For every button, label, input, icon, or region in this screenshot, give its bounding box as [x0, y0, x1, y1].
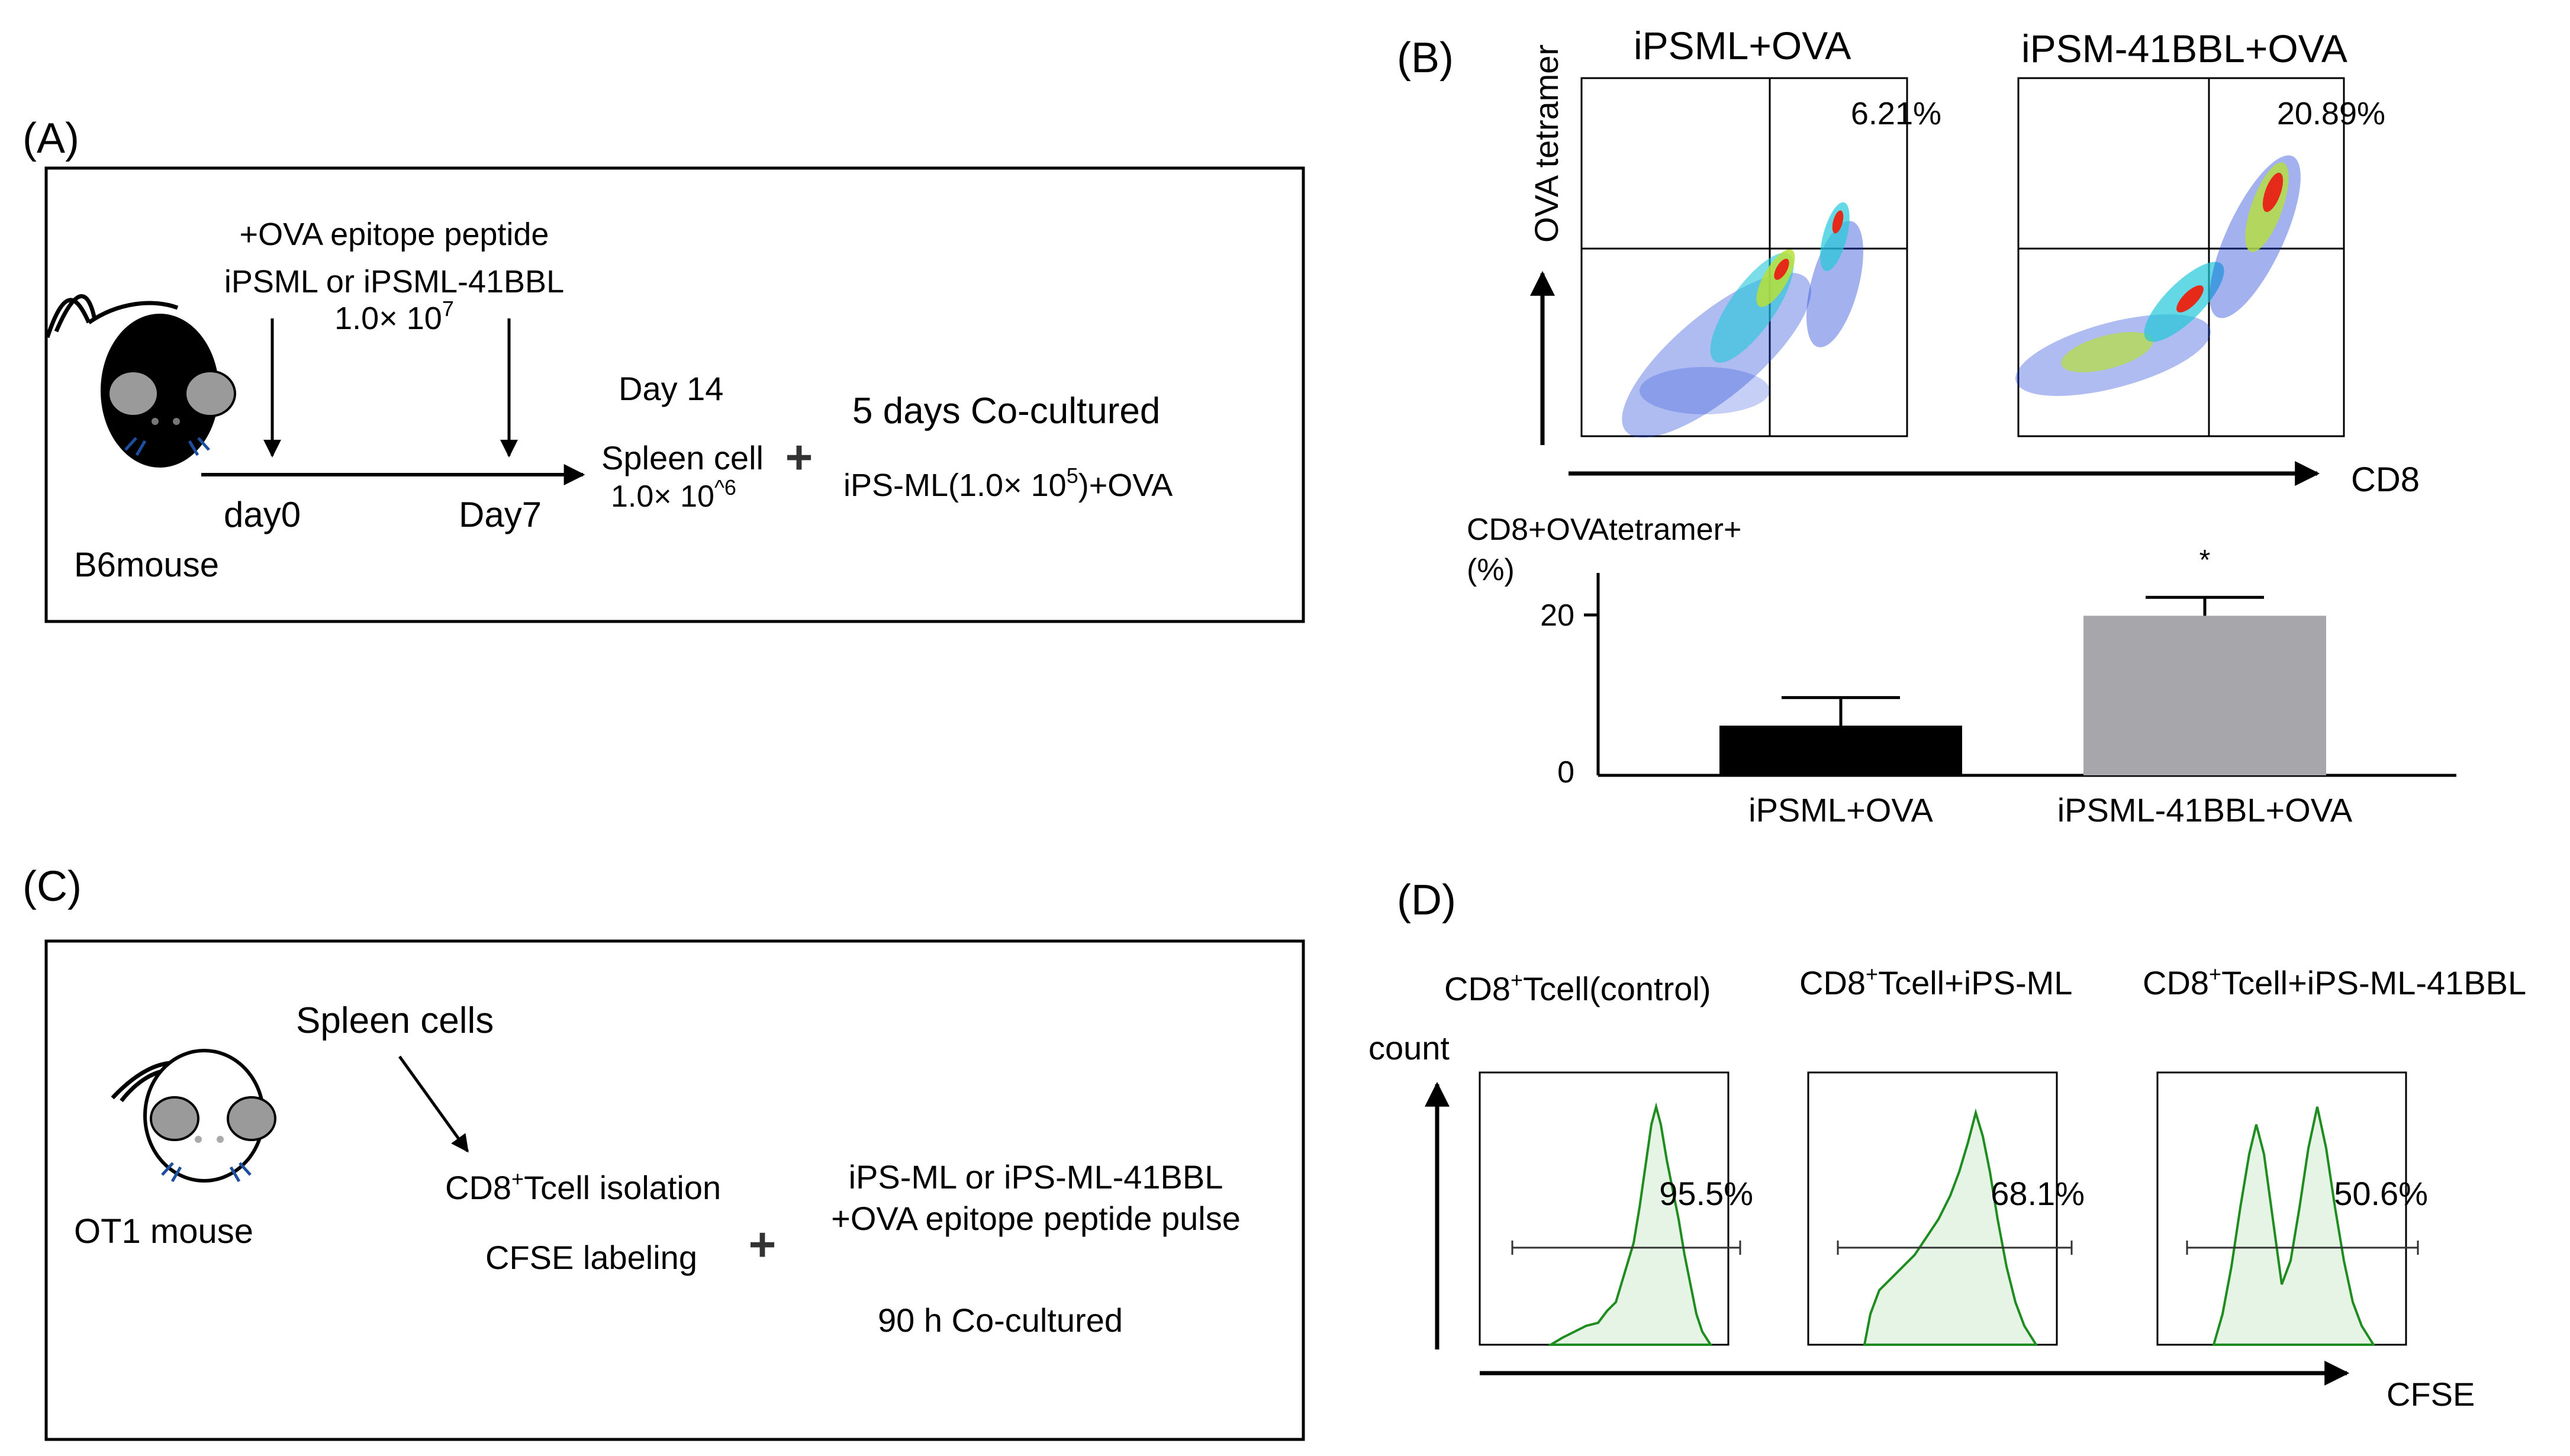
flow-plot-2-density [2015, 155, 2301, 396]
stimulation-label: iPS-ML(1.0× 105)+OVA [843, 463, 1173, 503]
histogram-3-percent: 50.6% [2334, 1175, 2428, 1212]
plus-icon-c: + [749, 1218, 777, 1271]
ot1-mouse-label: OT1 mouse [74, 1212, 253, 1251]
ova-tetramer-axis-label: OVA tetramer [1528, 44, 1565, 243]
tick-label-0: 0 [1557, 755, 1574, 790]
flow-plot-1: 6.21% [1580, 77, 1941, 438]
stimulation-line-1: iPS-ML or iPS-ML-41BBL [849, 1158, 1223, 1196]
spleen-cell-label: Spleen cell [601, 439, 764, 476]
panel-d: (D) CD8+Tcell(control) CD8+Tcell+iPS-ML … [1368, 877, 2526, 1413]
histogram-1: 95.5% [1479, 1071, 1753, 1346]
histogram-2: 68.1% [1807, 1071, 2085, 1346]
significance-asterisk: * [2199, 545, 2211, 576]
spleen-cells-label: Spleen cells [296, 1000, 494, 1041]
plot1-percent: 6.21% [1851, 96, 1941, 131]
histogram-3: 50.6% [2156, 1071, 2428, 1346]
day14-label: Day 14 [619, 370, 723, 407]
day0-label: day0 [224, 495, 301, 534]
panel-a-label: (A) [22, 115, 79, 162]
bar-ylabel-2: (%) [1467, 553, 1515, 587]
panel-b-label: (B) [1397, 34, 1454, 82]
coculture-label: 5 days Co-cultured [852, 391, 1160, 431]
plot1-title: iPSML+OVA [1634, 24, 1851, 67]
bar-category-label-2: iPSML-41BBL+OVA [2057, 791, 2353, 829]
count-axis-label: count [1368, 1029, 1450, 1067]
b6-mouse-label: B6mouse [74, 546, 219, 584]
histogram-1-curve [1546, 1102, 1713, 1346]
plot2-title: iPSM-41BBL+OVA [2021, 27, 2347, 70]
cfse-axis-label: CFSE [2387, 1376, 2475, 1413]
spleen-dose: 1.0× 10^6 [611, 475, 736, 514]
cfse-labeling-label: CFSE labeling [485, 1239, 697, 1276]
ot1-mouse-icon [111, 1049, 276, 1183]
panel-c-frame [44, 939, 1305, 1441]
flow-plot-1-frame [1580, 77, 1908, 437]
cd8-axis-label: CD8 [2351, 460, 2420, 499]
histogram-3-curve [2212, 1106, 2376, 1346]
flow-plot-1-density [1622, 202, 1863, 438]
hist1-title: CD8+Tcell(control) [1444, 968, 1711, 1007]
histogram-2-curve [1863, 1108, 2038, 1346]
panel-a: (A) +OVA epitope peptide iPSML or iPSML-… [22, 115, 1305, 623]
flow-plot-2-frame [2017, 77, 2345, 437]
hist2-title: CD8+Tcell+iPS-ML [1799, 962, 2072, 1001]
plus-icon: + [785, 431, 813, 484]
peptide-label: +OVA epitope peptide [240, 217, 549, 252]
bar-2 [2083, 616, 2326, 775]
bar-chart: CD8+OVAtetramer+ (%) 20 0 * iPSML+OVA iP… [1467, 513, 2456, 829]
stimulation-line-2: +OVA epitope peptide pulse [831, 1200, 1241, 1237]
bar-1 [1719, 725, 1962, 775]
bar-category-label-1: iPSML+OVA [1748, 791, 1933, 829]
injected-cells-label: iPSML or iPSML-41BBL [224, 264, 564, 299]
tick-label-20: 20 [1540, 598, 1574, 633]
hist3-title: CD8+Tcell+iPS-ML-41BBL [2143, 962, 2526, 1001]
flow-plot-2: 20.89% [2015, 77, 2385, 437]
coculture-90h-label: 90 h Co-cultured [878, 1302, 1123, 1339]
bar-ylabel-1: CD8+OVAtetramer+ [1467, 513, 1741, 547]
day7-label: Day7 [459, 495, 542, 534]
histogram-1-percent: 95.5% [1659, 1175, 1753, 1212]
panel-a-frame [44, 166, 1305, 623]
panel-b: (B) iPSML+OVA iPSM-41BBL+OVA OVA tetrame… [1397, 24, 2456, 829]
panel-c-label: (C) [22, 863, 82, 910]
b6-mouse-icon [45, 294, 236, 468]
histogram-2-percent: 68.1% [1991, 1175, 2085, 1212]
panel-c: (C) OT1 mouse Spleen cells CD8+Tcell iso… [22, 863, 1305, 1441]
isolation-arrow [398, 1055, 469, 1153]
isolation-label: CD8+Tcell isolation [445, 1167, 721, 1206]
panel-d-label: (D) [1397, 877, 1456, 924]
injection-dose: 1.0× 107 [334, 297, 454, 336]
plot2-percent: 20.89% [2277, 96, 2385, 131]
